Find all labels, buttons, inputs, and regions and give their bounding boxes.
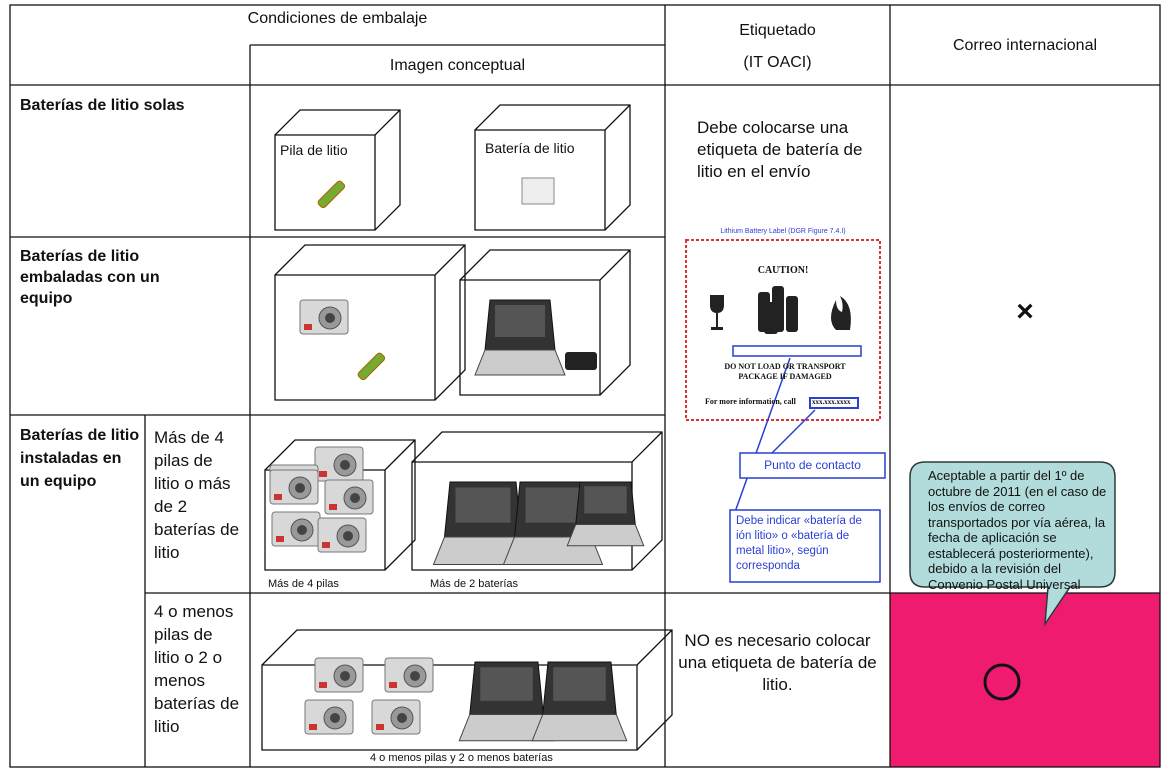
bubble-text: Aceptable a partir del 1º de octubre de … xyxy=(928,468,1107,592)
header-cell: Imagen conceptual xyxy=(389,57,526,74)
logo xyxy=(376,724,384,730)
label-icons xyxy=(710,286,851,334)
logo xyxy=(304,324,312,330)
box xyxy=(411,431,663,571)
sub-row-label: 4 o menos pilas de litio o 2 o menos bat… xyxy=(154,602,240,736)
battery-pack xyxy=(565,352,597,370)
callouts xyxy=(729,357,886,583)
header-cell: (IT OACI) xyxy=(743,54,812,71)
callout-text: Debe indicar «batería de ión litio» o «b… xyxy=(736,515,862,572)
sub-row-label: Más de 4 pilas de litio o más de 2 bater… xyxy=(154,428,240,562)
pink-cell xyxy=(890,593,1160,767)
logo xyxy=(309,724,317,730)
circle-mark xyxy=(983,663,1021,701)
labeling-text: Debe colocarse una etiqueta de batería d… xyxy=(697,118,863,181)
box xyxy=(474,104,631,231)
battery xyxy=(317,180,346,209)
screen xyxy=(455,487,511,523)
label-info: For more information, call xyxy=(705,397,796,406)
lens xyxy=(343,531,353,541)
logo xyxy=(322,542,330,548)
labeling-text: NO es necesario colocar una etiqueta de … xyxy=(678,631,877,694)
phone-field xyxy=(809,397,859,409)
row-label: Baterías de litio instaladas en un equip… xyxy=(20,427,140,490)
keyboard xyxy=(531,714,628,742)
image-label: Más de 4 pilas xyxy=(268,578,339,590)
lens xyxy=(330,713,340,723)
label-caution: CAUTION! xyxy=(757,265,809,276)
keyboard xyxy=(474,349,566,376)
label-phone: xxx.xxx.xxxx xyxy=(812,398,851,406)
label-warning: DO NOT LOAD OR TRANSPORT PACKAGE IF DAMA… xyxy=(724,362,846,381)
lens xyxy=(340,671,350,681)
lens xyxy=(397,713,407,723)
label-caption: Lithium Battery Label (DGR Figure 7.4.I) xyxy=(720,228,846,235)
keyboard xyxy=(566,524,645,547)
image-label: Batería de litio xyxy=(485,140,575,156)
lens xyxy=(350,493,360,503)
box xyxy=(459,249,631,396)
lens xyxy=(410,671,420,681)
screen xyxy=(525,487,581,523)
header-cell: Condiciones de embalaje xyxy=(247,10,428,27)
image-label: Más de 2 baterías xyxy=(430,578,519,590)
logo xyxy=(319,682,327,688)
battery xyxy=(357,352,386,381)
callout-text: Punto de contacto xyxy=(764,458,861,472)
logo xyxy=(319,471,327,477)
logo xyxy=(389,682,397,688)
header-cell: Etiquetado xyxy=(739,22,816,39)
logo xyxy=(274,494,282,500)
box xyxy=(274,109,401,231)
screen xyxy=(584,486,627,514)
speech-bubble xyxy=(909,461,1116,627)
screen xyxy=(495,305,545,337)
header-cell: Correo internacional xyxy=(952,37,1098,54)
screen xyxy=(553,667,606,701)
box xyxy=(274,244,466,401)
image-label: 4 o menos pilas y 2 o menos baterías xyxy=(370,752,553,764)
lens xyxy=(295,483,305,493)
not-allowed-mark: × xyxy=(1016,295,1034,328)
image-label: Pila de litio xyxy=(280,142,348,158)
lens xyxy=(340,460,350,470)
row-label: Baterías de litio embaladas con un equip… xyxy=(20,248,160,307)
label-field xyxy=(732,345,862,357)
lens xyxy=(297,525,307,535)
battery-pack xyxy=(521,177,555,205)
lens xyxy=(325,313,335,323)
logo xyxy=(329,504,337,510)
logo xyxy=(276,536,284,542)
row-label: Baterías de litio solas xyxy=(20,97,185,114)
screen xyxy=(480,667,533,701)
table-lines xyxy=(9,4,1161,768)
